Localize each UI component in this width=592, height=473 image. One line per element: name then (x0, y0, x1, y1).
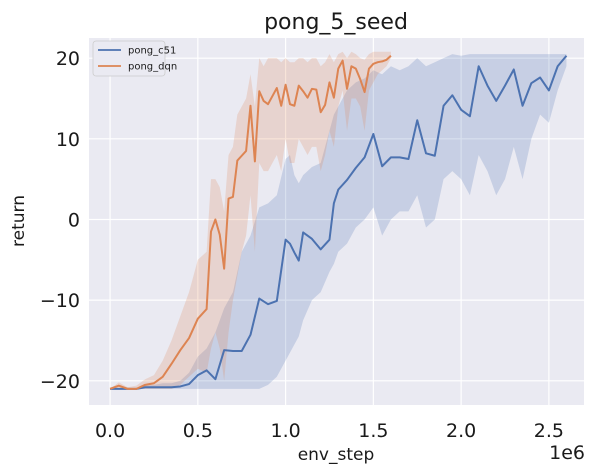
y-axis-label: return (9, 195, 29, 247)
confidence-bands (110, 51, 567, 389)
x-axis-multiplier: 1e6 (549, 442, 585, 464)
legend-label-pong-dqn: pong_dqn (128, 62, 177, 73)
series-line-pong-dqn (109, 55, 392, 390)
y-tick-label: −20 (40, 371, 80, 393)
x-axis-label: env_step (298, 445, 375, 465)
x-tick-label: 0.0 (95, 420, 125, 442)
legend-label-pong-c51: pong_c51 (128, 46, 176, 57)
x-tick-label: 0.5 (183, 420, 213, 442)
series-lines (109, 55, 568, 390)
band-pong-dqn (110, 51, 391, 389)
band-pong-c51 (110, 54, 567, 389)
x-tick-label: 1.5 (358, 420, 388, 442)
chart-title: pong_5_seed (264, 10, 408, 35)
y-tick-label: −10 (40, 290, 80, 312)
series-line-pong-c51 (110, 55, 568, 390)
plot-area (89, 38, 584, 405)
x-tick-labels: 0.0 0.5 1.0 1.5 2.0 2.5 (95, 420, 564, 442)
y-tick-labels: −20 −10 0 10 20 (40, 48, 80, 393)
x-tick-label: 2.0 (446, 420, 476, 442)
grid-lines (89, 38, 584, 405)
x-tick-label: 2.5 (534, 420, 564, 442)
x-tick-label: 1.0 (270, 420, 300, 442)
y-tick-label: 0 (68, 209, 80, 231)
legend: pong_c51 pong_dqn (92, 40, 177, 77)
y-tick-label: 20 (56, 48, 80, 70)
y-tick-label: 10 (56, 129, 80, 151)
